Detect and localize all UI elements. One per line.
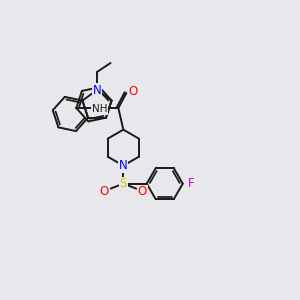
Text: O: O (138, 185, 147, 198)
Text: O: O (129, 85, 138, 98)
Text: NH: NH (92, 104, 107, 114)
Text: S: S (120, 177, 127, 190)
Text: N: N (119, 159, 128, 172)
Text: N: N (93, 83, 101, 97)
Text: F: F (188, 177, 194, 190)
Text: O: O (100, 185, 109, 198)
